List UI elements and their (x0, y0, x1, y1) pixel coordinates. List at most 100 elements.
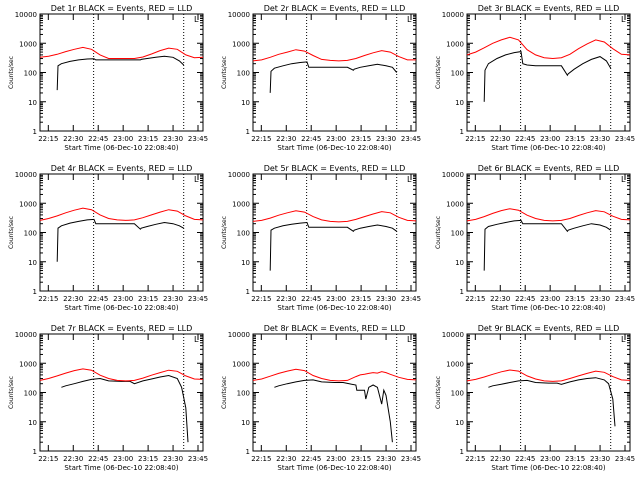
x-tick-label: 22:15 (38, 455, 58, 463)
events-series-line (483, 51, 612, 102)
x-axis-label: Start Time (06-Dec-10 22:08:40) (277, 464, 391, 472)
x-tick-label: 23:00 (540, 455, 560, 463)
y-tick-label: 10000 (15, 11, 37, 19)
x-tick-label: 22:45 (88, 455, 108, 463)
y-tick-label: 100 (24, 70, 37, 78)
x-tick-label: 23:15 (138, 135, 158, 143)
x-tick-label: 22:45 (88, 135, 108, 143)
chart-title: Det 5r BLACK = Events, RED = LLD (264, 164, 406, 173)
x-tick-label: 22:30 (63, 135, 83, 143)
x-axis-label: Start Time (06-Dec-10 22:08:40) (491, 144, 605, 152)
plot-frame (39, 333, 204, 452)
x-axis-label: Start Time (06-Dec-10 22:08:40) (491, 304, 605, 312)
plot-frame (466, 173, 631, 292)
y-tick-label: 10 (28, 259, 37, 267)
x-axis-label: Start Time (06-Dec-10 22:08:40) (277, 144, 391, 152)
y-axis-label: Counts/sec (435, 376, 442, 409)
x-tick-label: 22:15 (38, 295, 58, 303)
plot-frame (466, 333, 631, 452)
lld-series-line (39, 207, 204, 221)
events-series-line (488, 377, 616, 427)
x-tick-label: 23:45 (615, 455, 635, 463)
chart-title: Det 6r BLACK = Events, RED = LLD (478, 164, 620, 173)
x-tick-label: 22:15 (465, 455, 485, 463)
x-tick-label: 23:45 (401, 455, 421, 463)
x-tick-label: 22:30 (276, 135, 296, 143)
x-tick-label: 22:45 (301, 135, 321, 143)
y-tick-label: 1000 (446, 200, 464, 208)
y-tick-label: 10000 (15, 171, 37, 179)
x-tick-label: 23:15 (351, 455, 371, 463)
events-series-line (274, 379, 393, 443)
x-tick-label: 23:15 (138, 455, 158, 463)
y-tick-label: 10000 (442, 11, 464, 19)
x-axis-label: Start Time (06-Dec-10 22:08:40) (64, 304, 178, 312)
lld-series-line (466, 369, 631, 382)
x-tick-label: 22:15 (251, 455, 271, 463)
x-axis-label: Start Time (06-Dec-10 22:08:40) (64, 464, 178, 472)
x-tick-label: 22:15 (251, 135, 271, 143)
y-tick-label: 1000 (232, 200, 250, 208)
x-tick-label: 23:30 (376, 135, 396, 143)
x-tick-label: 22:15 (465, 295, 485, 303)
lld-series-line (466, 208, 631, 222)
y-tick-label: 1000 (232, 360, 250, 368)
x-tick-label: 23:15 (565, 455, 585, 463)
x-tick-label: 23:00 (113, 455, 133, 463)
x-tick-label: 22:45 (301, 295, 321, 303)
x-tick-label: 23:00 (540, 295, 560, 303)
x-tick-label: 23:30 (376, 295, 396, 303)
y-tick-label: 1 (460, 128, 464, 136)
x-axis-label: Start Time (06-Dec-10 22:08:40) (277, 304, 391, 312)
x-tick-label: 23:45 (188, 295, 208, 303)
events-series-line (56, 55, 185, 91)
y-axis-label: Counts/sec (221, 376, 228, 409)
y-tick-label: 10000 (442, 171, 464, 179)
x-tick-label: 22:30 (490, 135, 510, 143)
x-tick-label: 23:45 (615, 295, 635, 303)
x-tick-label: 23:45 (188, 455, 208, 463)
x-tick-label: 22:15 (38, 135, 58, 143)
y-tick-label: 1000 (446, 360, 464, 368)
y-tick-label: 1000 (19, 40, 37, 48)
chart-title: Det 4r BLACK = Events, RED = LLD (51, 164, 193, 173)
chart-title: Det 9r BLACK = Events, RED = LLD (478, 324, 620, 333)
y-axis-label: Counts/sec (8, 56, 15, 89)
y-axis-label: Counts/sec (221, 56, 228, 89)
corner-mark: L (621, 15, 626, 24)
y-tick-label: 100 (237, 230, 250, 238)
x-tick-label: 23:00 (326, 135, 346, 143)
y-tick-label: 10 (241, 259, 250, 267)
x-tick-label: 23:15 (565, 135, 585, 143)
plot-frame (39, 173, 204, 292)
x-tick-label: 22:15 (251, 295, 271, 303)
chart-title: Det 7r BLACK = Events, RED = LLD (51, 324, 193, 333)
y-axis-label: Counts/sec (435, 216, 442, 249)
x-tick-label: 23:00 (540, 135, 560, 143)
y-tick-label: 1 (246, 288, 250, 296)
lld-series-line (252, 49, 416, 62)
plot-frame (39, 13, 204, 132)
lld-series-line (252, 368, 417, 382)
events-series-line (61, 374, 189, 443)
chart-title: Det 1r BLACK = Events, RED = LLD (51, 4, 193, 13)
plot-frame (466, 13, 631, 132)
y-tick-label: 100 (237, 70, 250, 78)
corner-mark: L (621, 175, 626, 184)
x-tick-label: 22:45 (515, 455, 535, 463)
y-tick-label: 10000 (228, 11, 250, 19)
corner-mark: L (194, 175, 199, 184)
x-tick-label: 23:30 (376, 455, 396, 463)
x-tick-label: 23:00 (113, 295, 133, 303)
events-series-line (269, 61, 398, 93)
events-series-line (56, 218, 184, 262)
y-tick-label: 1000 (19, 200, 37, 208)
y-tick-label: 1 (33, 448, 37, 456)
x-tick-label: 23:30 (163, 295, 183, 303)
